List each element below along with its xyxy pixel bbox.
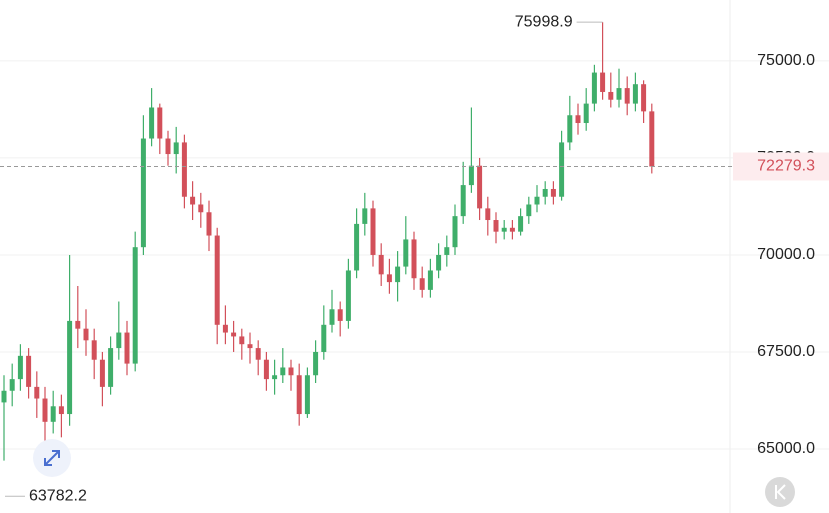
candle-body (231, 332, 237, 337)
candle-body (468, 165, 474, 186)
candle-body (198, 204, 204, 213)
candle-body (26, 355, 32, 387)
candle-body (509, 227, 515, 232)
candle-body (616, 88, 622, 100)
candle-body (337, 309, 343, 321)
candle-body (296, 375, 302, 415)
candle-body (378, 254, 384, 275)
candle-body (17, 355, 23, 380)
high-label: 75998.9 (515, 13, 573, 30)
candle-body (190, 196, 196, 205)
candle-body (641, 84, 647, 112)
candle-body (501, 227, 507, 232)
y-tick-label: 67500.0 (757, 343, 815, 360)
candle-body (493, 220, 499, 232)
expand-icon (44, 450, 60, 466)
candle-body (452, 216, 458, 248)
candle-body (567, 115, 573, 143)
candle-body (214, 235, 220, 325)
expand-button[interactable] (33, 439, 71, 477)
candle-body (50, 406, 56, 422)
candle-body (140, 138, 146, 248)
candle-body (436, 254, 442, 271)
candle-body (313, 351, 319, 376)
candle-body (591, 72, 597, 104)
candle-body (354, 223, 360, 271)
y-tick-label: 65000.0 (757, 440, 815, 457)
candle-body (173, 142, 179, 155)
candle-body (181, 142, 187, 197)
candle-body (255, 348, 261, 360)
candle-body (649, 111, 655, 167)
candle-body (362, 208, 368, 224)
candle-body (608, 91, 614, 100)
last-price-label: 72279.3 (757, 158, 815, 175)
candle-body (67, 320, 73, 415)
candle-body (395, 266, 401, 283)
candle-body (91, 340, 97, 360)
scroll-icon (775, 484, 786, 500)
annotations: 75998.9 63782.2 72279.3 (0, 13, 829, 504)
scroll-latest-button[interactable] (765, 477, 795, 507)
candle-body (239, 336, 245, 345)
candle-body (99, 359, 105, 387)
candle-body (247, 344, 253, 349)
candle-body (575, 115, 581, 124)
candle-body (329, 309, 335, 325)
candle-body (108, 348, 114, 387)
scroll-circle[interactable] (765, 477, 795, 507)
candle-body (321, 324, 327, 352)
candle-body (165, 138, 171, 155)
y-tick-label: 70000.0 (757, 246, 815, 263)
candle-body (427, 270, 433, 290)
candle-body (263, 359, 269, 380)
candle-body (477, 165, 483, 209)
candle-body (157, 107, 163, 139)
candle-body (411, 239, 417, 279)
candle-body (542, 188, 548, 197)
candle-body (1, 390, 7, 403)
candle-body (403, 239, 409, 267)
low-label: 63782.2 (29, 487, 87, 504)
candle-body (304, 375, 310, 415)
candle-body (58, 406, 64, 415)
candle-body (116, 332, 122, 349)
candle-body (345, 270, 351, 321)
candle-body (42, 398, 48, 422)
candle-body (124, 332, 130, 364)
candle-body (132, 247, 138, 364)
candle-body (534, 196, 540, 205)
y-tick-label: 75000.0 (757, 52, 815, 69)
candle-body (559, 142, 565, 197)
candle-body (272, 375, 278, 380)
candle-body (75, 320, 81, 329)
candle-body (583, 103, 589, 124)
candle-body (386, 274, 392, 283)
candle-body (550, 188, 556, 197)
candle-body (288, 367, 294, 376)
candle-body (485, 208, 491, 221)
candles (1, 22, 655, 461)
candle-body (83, 328, 89, 341)
candle-body (460, 185, 466, 217)
candle-body (419, 278, 425, 290)
last-price-box (733, 152, 829, 181)
candle-body (444, 247, 450, 255)
candle-body (222, 324, 228, 333)
candle-body (9, 379, 15, 391)
candle-body (600, 72, 606, 92)
candle-body (206, 212, 212, 236)
candle-body (280, 367, 286, 376)
candle-body (624, 88, 630, 104)
candle-body (526, 204, 532, 217)
candle-body (632, 84, 638, 104)
candle-body (149, 107, 155, 139)
candle-body (370, 208, 376, 255)
candle-body (34, 386, 40, 399)
candle-body (518, 216, 524, 232)
